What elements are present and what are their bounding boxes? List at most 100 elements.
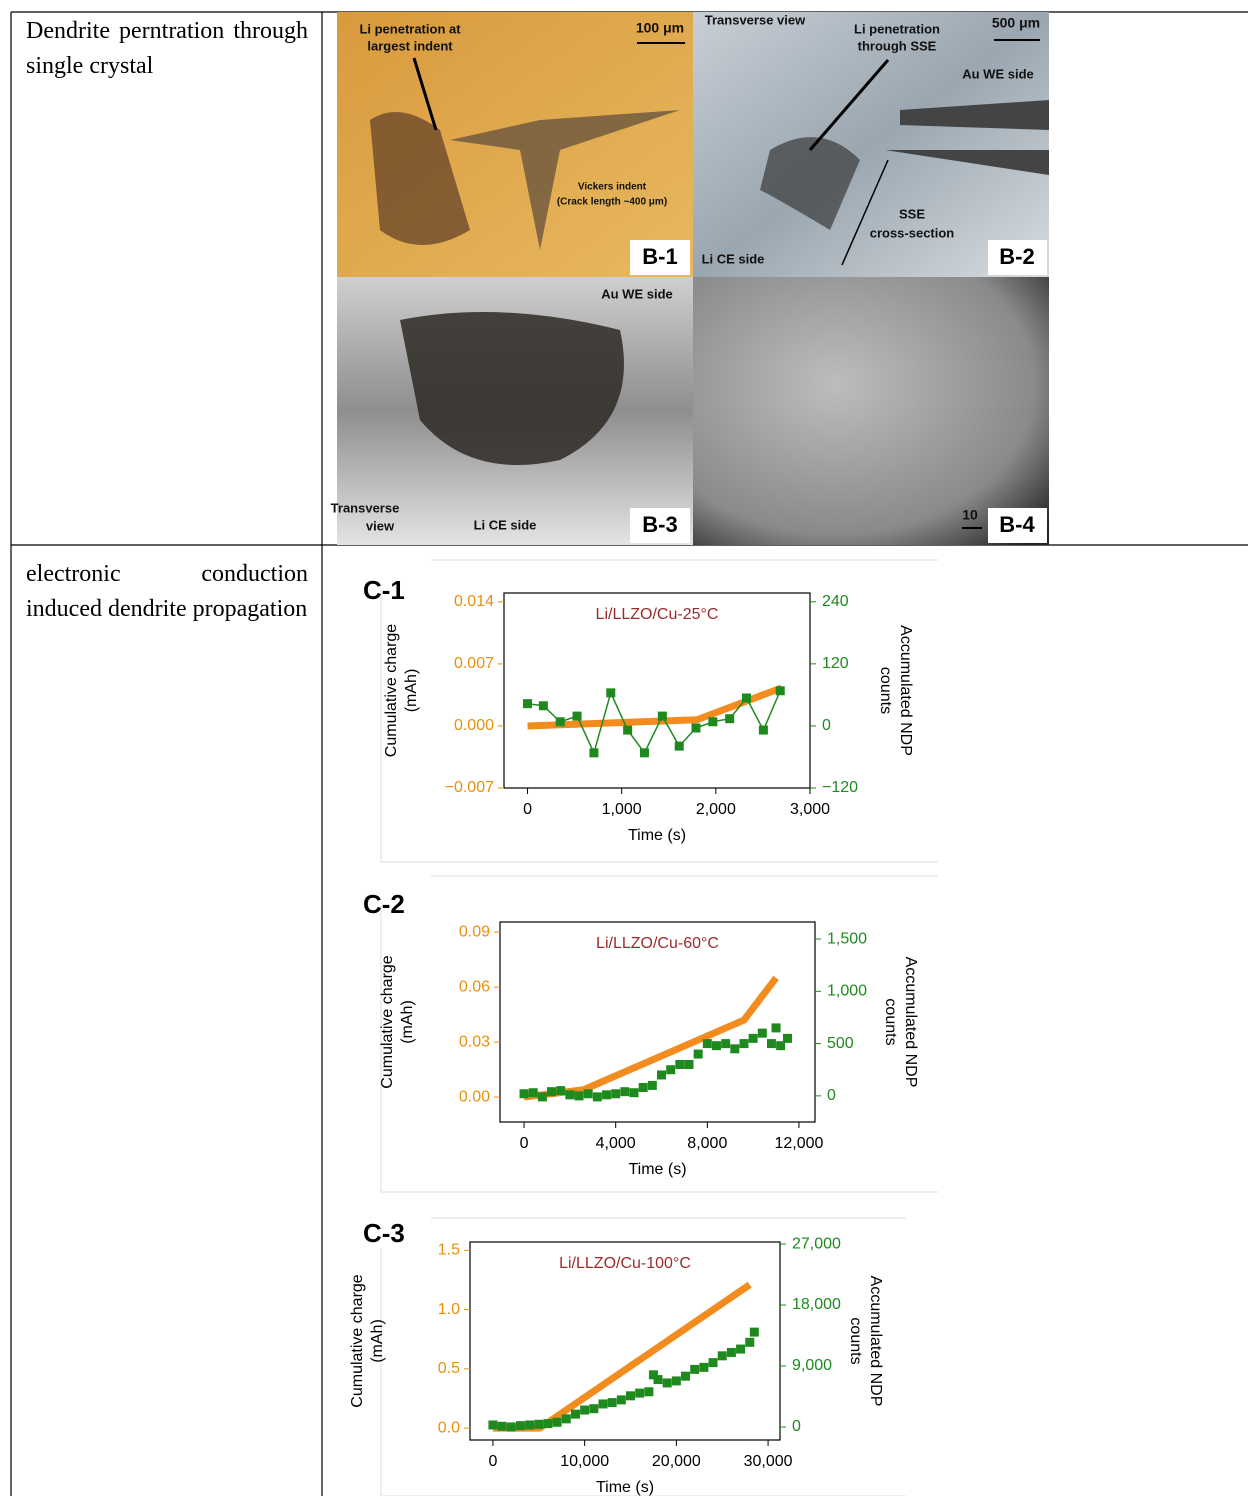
photo-annotation: Transverse: [331, 500, 400, 515]
data-point: [717, 1351, 727, 1361]
data-point: [528, 1088, 538, 1098]
data-point: [523, 699, 533, 709]
photo-annotation: Au WE side: [962, 66, 1034, 81]
x-tick-label: 2,000: [696, 801, 736, 818]
y2-axis-label: Accumulated NDP: [867, 1276, 884, 1407]
x-tick-label: 1,000: [602, 801, 642, 818]
x-tick-label: 0: [523, 801, 532, 818]
photo-annotation: view: [366, 518, 395, 533]
data-point: [570, 1409, 580, 1419]
data-point: [776, 1041, 786, 1051]
photo-annotation: largest indent: [367, 38, 453, 53]
plot-area: [499, 921, 816, 1123]
x-axis-label: Time (s): [628, 1161, 686, 1178]
data-point: [552, 1417, 562, 1427]
data-point: [583, 1089, 593, 1099]
photos: [337, 12, 1049, 545]
y2-tick-label: −120: [822, 779, 858, 796]
y2-tick-label: 27,000: [792, 1235, 841, 1252]
photo-annotation: Au WE side: [601, 286, 673, 301]
photo-annotation: 500 μm: [992, 15, 1040, 31]
data-point: [711, 1041, 721, 1051]
data-point: [611, 1089, 621, 1099]
x-axis-label: Time (s): [596, 1479, 654, 1496]
y-tick-label: 0.0: [438, 1419, 460, 1436]
chart-title: Li/LLZO/Cu-25°C: [596, 606, 719, 623]
y-tick-label: 0.014: [454, 593, 494, 610]
data-point: [644, 1387, 654, 1397]
data-point: [561, 1414, 571, 1424]
panel-frame: [380, 1217, 906, 1496]
data-point: [488, 1420, 498, 1430]
data-point: [592, 1092, 602, 1102]
data-point: [653, 1375, 663, 1385]
data-point: [607, 1398, 617, 1408]
data-point: [742, 693, 752, 703]
data-point: [708, 1358, 718, 1368]
data-point: [547, 1087, 557, 1097]
data-point: [693, 1049, 703, 1059]
y2-tick-label: 1,500: [827, 930, 867, 947]
photo-annotation: Transverse view: [705, 12, 806, 27]
y-tick-label: 0.00: [459, 1088, 490, 1105]
y-tick-label: 0.007: [454, 655, 494, 672]
x-tick-label: 10,000: [560, 1453, 609, 1470]
data-point: [556, 1086, 566, 1096]
data-point: [657, 1070, 667, 1080]
chart-title: Li/LLZO/Cu-60°C: [596, 935, 719, 952]
y-tick-label: 0.09: [459, 923, 490, 940]
plot-area: [469, 1241, 781, 1441]
data-point: [666, 1065, 676, 1075]
data-point: [589, 748, 599, 758]
data-point: [525, 1420, 535, 1430]
y2-tick-label: 0: [822, 717, 831, 734]
y-tick-label: 0.06: [459, 978, 490, 995]
panel-id: C-2: [363, 889, 405, 919]
series-line: [523, 975, 779, 1101]
photo-annotation: 10: [962, 507, 978, 523]
photo-annotation: Li penetration at: [359, 21, 461, 36]
data-point: [589, 1404, 599, 1414]
data-point: [598, 1399, 608, 1409]
panel-id: B-3: [642, 512, 677, 537]
y2-tick-label: 120: [822, 655, 849, 672]
data-point: [602, 1090, 612, 1100]
series-line: [527, 690, 781, 754]
x-tick-label: 8,000: [687, 1135, 727, 1152]
y2-tick-label: 0: [827, 1087, 836, 1104]
panel-id: C-1: [363, 575, 405, 605]
data-point: [635, 1388, 645, 1398]
data-point: [574, 1091, 584, 1101]
y-tick-label: 0.03: [459, 1033, 490, 1050]
y2-axis-label: counts: [847, 1317, 864, 1364]
y-axis-label: (mAh): [403, 669, 420, 713]
data-point: [565, 1090, 575, 1100]
data-point: [647, 1080, 657, 1090]
data-point: [758, 725, 768, 735]
photo-annotation: Li CE side: [702, 251, 765, 266]
x-tick-label: 0: [520, 1135, 529, 1152]
row-label: Dendrite perntration through single crys…: [26, 18, 308, 79]
panel-frame: [380, 559, 938, 863]
photo-annotation: (Crack length ~400 μm): [557, 197, 667, 208]
y2-axis-label: counts: [882, 998, 899, 1045]
data-point: [708, 717, 718, 727]
data-point: [783, 1033, 793, 1043]
panel-id: B-2: [999, 244, 1034, 269]
data-point: [691, 723, 701, 733]
data-point: [538, 701, 548, 711]
data-point: [572, 711, 582, 721]
y2-tick-label: 18,000: [792, 1296, 841, 1313]
data-point: [506, 1422, 516, 1432]
data-point: [580, 1405, 590, 1415]
x-tick-label: 12,000: [774, 1135, 823, 1152]
photo-b2: [693, 12, 1049, 277]
data-point: [674, 741, 684, 751]
data-point: [662, 1378, 672, 1388]
data-point: [555, 717, 565, 727]
data-point: [629, 1088, 639, 1098]
y2-axis-label: Accumulated NDP: [897, 625, 914, 756]
panel-id: B-1: [642, 244, 677, 269]
photo-annotation: cross-section: [870, 225, 955, 240]
